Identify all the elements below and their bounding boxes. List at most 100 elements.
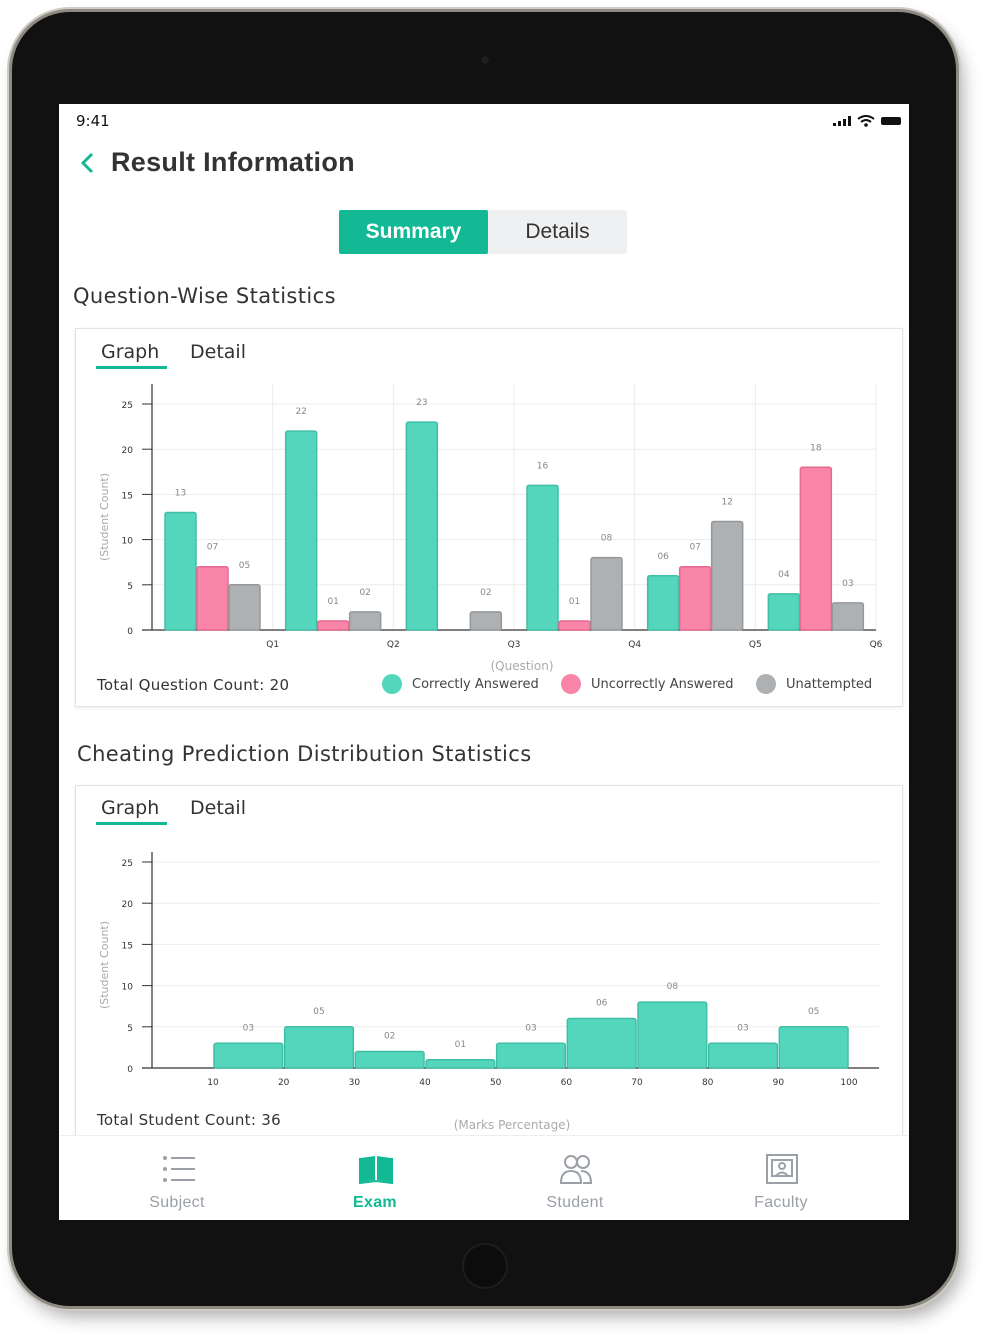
histogram-bar — [637, 1001, 708, 1069]
cheating-stats-title: Cheating Prediction Distribution Statist… — [77, 742, 532, 766]
y-tick-label: 25 — [122, 859, 133, 869]
legend-correct-label: Correctly Answered — [412, 676, 539, 692]
bar — [164, 511, 197, 631]
question-stats-title: Question-Wise Statistics — [73, 284, 336, 308]
bar — [558, 620, 591, 631]
y-tick-label: 5 — [127, 1024, 133, 1034]
bar-value-label: 01 — [569, 597, 580, 607]
correct-dot-icon — [382, 674, 402, 694]
bar-value-label: 03 — [243, 1023, 254, 1033]
x-axis-label: (Marks Percentage) — [454, 1118, 571, 1132]
x-tick-label: 100 — [840, 1078, 857, 1088]
question-tab-graph[interactable]: Graph — [101, 341, 160, 363]
bar — [228, 584, 261, 631]
presentation-icon — [766, 1154, 798, 1184]
bottom-nav: Subject Exam Student — [59, 1135, 909, 1220]
legend-unattempted-label: Unattempted — [786, 676, 873, 692]
bar-value-label: 06 — [657, 552, 669, 562]
nav-label-exam: Exam — [353, 1194, 397, 1211]
bar-value-label: 03 — [842, 579, 853, 589]
cheating-tab-underline — [96, 822, 167, 825]
x-tick-label: 60 — [561, 1078, 573, 1088]
bar-value-label: 08 — [601, 534, 613, 544]
bar — [284, 430, 318, 631]
tab-summary[interactable]: Summary — [339, 210, 488, 254]
bar-value-label: 13 — [175, 488, 186, 498]
bar-value-label: 03 — [737, 1023, 748, 1033]
nav-label-student: Student — [546, 1194, 604, 1211]
x-tick-label: Q5 — [749, 640, 762, 650]
bar — [405, 421, 439, 631]
nav-label-subject: Subject — [149, 1194, 205, 1211]
bar-value-label: 07 — [689, 543, 700, 553]
cheating-total-count: Total Student Count: 36 — [97, 1111, 281, 1129]
x-tick-label: 90 — [773, 1078, 785, 1088]
bar — [590, 556, 623, 631]
bar-value-label: 12 — [721, 498, 732, 508]
y-tick-label: 25 — [122, 401, 133, 411]
bar-value-label: 02 — [359, 588, 370, 598]
x-tick-label: 10 — [207, 1078, 219, 1088]
signal-icon — [833, 116, 851, 126]
chevron-left-icon[interactable] — [77, 148, 101, 178]
nav-label-faculty: Faculty — [754, 1194, 808, 1211]
bar-value-label: 06 — [596, 999, 608, 1009]
page-title: Result Information — [111, 147, 355, 177]
question-tab-detail[interactable]: Detail — [190, 341, 246, 363]
bar — [799, 466, 833, 631]
bar — [526, 484, 559, 631]
x-tick-label: Q6 — [870, 640, 883, 650]
bar — [196, 565, 229, 631]
histogram-bar — [566, 1017, 637, 1069]
bar — [678, 565, 712, 631]
x-tick-label: Q2 — [387, 640, 400, 650]
status-bar: 9:41 — [59, 104, 909, 138]
bar — [831, 602, 865, 631]
nav-item-faculty[interactable]: Faculty — [721, 1136, 841, 1220]
bar-value-label: 01 — [327, 597, 338, 607]
header: Result Information — [59, 144, 909, 184]
cheating-stats-card: Graph Detail 0 5 10 15 20 25 03 05 02 01 03 06 08 03 0… — [75, 785, 903, 1147]
y-tick-label: 20 — [122, 900, 134, 910]
bar — [767, 593, 801, 631]
book-icon — [359, 1156, 393, 1185]
x-tick-label: Q1 — [266, 640, 279, 650]
legend-unattempted: Unattempted — [756, 674, 872, 694]
x-tick-label: Q3 — [508, 640, 521, 650]
y-tick-label: 0 — [127, 1065, 133, 1075]
wifi-icon — [857, 115, 875, 127]
bar-value-label: 01 — [455, 1040, 466, 1050]
histogram-bar — [707, 1042, 779, 1069]
bar-value-label: 02 — [480, 588, 491, 598]
cheating-tab-detail[interactable]: Detail — [190, 797, 246, 819]
question-stats-card: Graph Detail 0 5 10 15 20 25 13 07 05 Q1 22 01 02 Q2 2… — [75, 328, 903, 707]
x-tick-label: 30 — [349, 1078, 361, 1088]
histogram-bar — [495, 1042, 567, 1069]
users-icon — [559, 1155, 593, 1184]
tab-details[interactable]: Details — [525, 220, 590, 243]
bar-value-label: 05 — [239, 561, 250, 571]
nav-item-subject[interactable]: Subject — [117, 1136, 237, 1220]
status-icons — [833, 115, 901, 127]
cheating-tab-graph[interactable]: Graph — [101, 797, 160, 819]
bar-value-label: 04 — [778, 570, 790, 580]
x-tick-label: 70 — [631, 1078, 643, 1088]
y-tick-label: 20 — [122, 446, 134, 456]
y-axis-label: (Student Count) — [98, 473, 111, 561]
x-tick-label: 80 — [702, 1078, 714, 1088]
legend-incorrect-label: Uncorrectly Answered — [591, 676, 734, 692]
bar-value-label: 07 — [207, 543, 218, 553]
bar-value-label: 03 — [525, 1023, 536, 1033]
bar — [646, 575, 680, 631]
app-screen: 9:41 Result Information Summary Details … — [59, 104, 909, 1220]
y-tick-label: 10 — [122, 983, 134, 993]
home-button[interactable] — [462, 1243, 508, 1289]
y-tick-label: 5 — [127, 582, 133, 592]
y-tick-label: 10 — [122, 537, 134, 547]
bar — [469, 611, 503, 631]
nav-item-student[interactable]: Student — [515, 1136, 635, 1220]
status-time: 9:41 — [76, 112, 110, 130]
histogram-bar — [778, 1026, 849, 1069]
nav-item-exam[interactable]: Exam — [315, 1136, 435, 1220]
